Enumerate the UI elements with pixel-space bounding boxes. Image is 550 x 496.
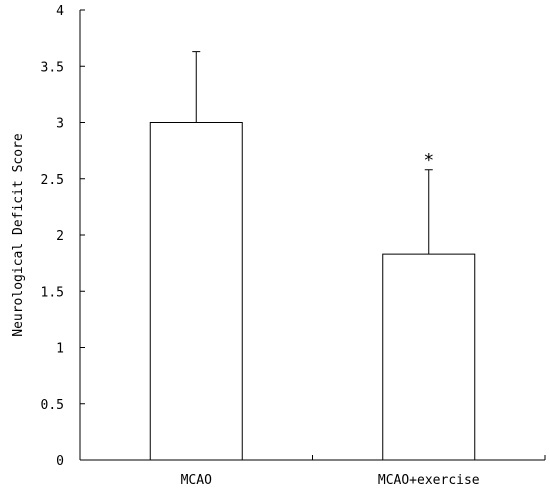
y-tick-label: 4 [56, 4, 64, 19]
y-tick-label: 1 [56, 342, 64, 357]
y-tick-label: 3 [56, 117, 64, 132]
x-tick-label: MCAO+exercise [378, 473, 480, 488]
y-tick-label: 1.5 [41, 285, 64, 300]
significance-marker: * [423, 150, 434, 171]
y-tick-label: 2 [56, 229, 64, 244]
bar [383, 254, 475, 460]
y-axis-title: Neurological Deficit Score [11, 133, 26, 337]
y-tick-label: 2.5 [41, 173, 64, 188]
y-tick-label: 0.5 [41, 398, 64, 413]
bar [150, 123, 242, 461]
x-tick-label: MCAO [181, 473, 212, 488]
y-tick-label: 3.5 [41, 60, 64, 75]
y-tick-label: 0 [56, 454, 64, 469]
